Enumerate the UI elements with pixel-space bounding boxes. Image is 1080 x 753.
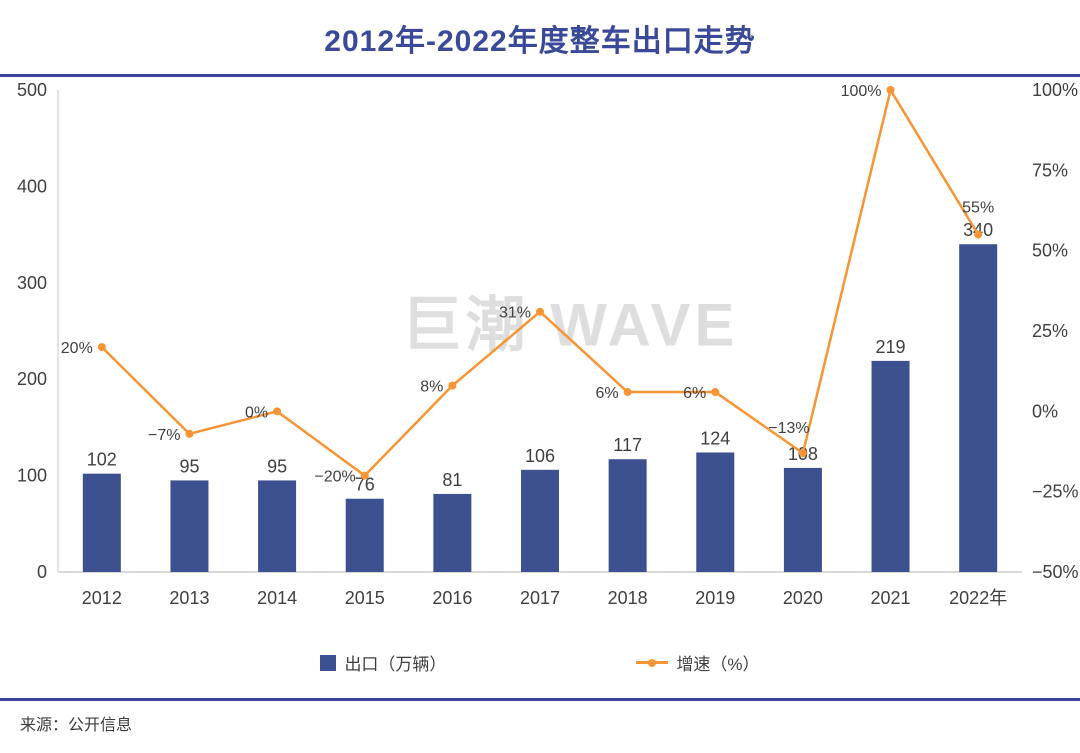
export-bar-2021 — [871, 360, 910, 572]
legend-growth-label: 增速（%） — [676, 655, 760, 674]
chart-title: 2012年-2022年度整车出口走势 — [324, 25, 756, 58]
growth-value-label: 8% — [420, 379, 443, 396]
right-axis-tick: 25% — [1032, 321, 1068, 341]
growth-value-label: 31% — [499, 305, 531, 322]
growth-point-2016 — [448, 381, 457, 390]
chart-legend: 出口（万辆） 增速（%） — [0, 650, 1080, 675]
growth-point-2018 — [623, 388, 632, 397]
growth-value-label: 6% — [683, 385, 706, 402]
growth-point-2019 — [711, 388, 720, 397]
legend-item-export: 出口（万辆） — [320, 650, 446, 675]
left-axis-tick: 0 — [37, 562, 47, 582]
x-axis-label: 2021 — [871, 588, 911, 608]
left-axis-tick: 500 — [17, 80, 47, 100]
x-axis-label: 2018 — [608, 588, 648, 608]
growth-point-2013 — [185, 429, 194, 438]
right-axis-tick: 100% — [1032, 80, 1078, 100]
bar-value-label: 102 — [87, 450, 117, 470]
growth-point-2017 — [536, 307, 544, 316]
export-bar-2012 — [82, 473, 121, 572]
source-note: 来源：公开信息 — [20, 717, 133, 734]
bar-value-label: 219 — [876, 337, 906, 357]
bar-value-label: 95 — [179, 456, 199, 476]
line-marker-icon — [636, 661, 669, 664]
growth-value-label: −13% — [768, 420, 809, 437]
export-bar-2019 — [696, 452, 735, 572]
legend-export-label: 出口（万辆） — [344, 655, 447, 674]
growth-point-2020 — [798, 449, 807, 458]
left-axis-tick: 200 — [17, 369, 47, 389]
growth-point-2012 — [97, 343, 106, 352]
bar-value-label: 124 — [700, 428, 730, 448]
export-bar-2018 — [608, 459, 647, 572]
top-divider — [0, 74, 1080, 77]
growth-point-2015 — [360, 471, 369, 480]
x-axis-label: 2014 — [257, 588, 297, 608]
growth-point-2021 — [886, 86, 895, 94]
x-axis-label: 2012 — [82, 588, 122, 608]
growth-value-label: 100% — [841, 83, 882, 100]
x-axis-label: 2017 — [520, 588, 560, 608]
export-bar-2022年 — [959, 244, 998, 573]
right-axis-tick: 75% — [1032, 160, 1068, 180]
x-axis-label: 2022年 — [949, 588, 1007, 608]
export-bar-2017 — [521, 469, 559, 572]
bar-value-label: 340 — [963, 220, 993, 240]
growth-value-label: 55% — [962, 200, 994, 217]
left-axis-tick: 400 — [17, 176, 47, 196]
right-axis-tick: −25% — [1032, 482, 1079, 502]
growth-value-label: −20% — [314, 469, 355, 486]
export-bar-2013 — [170, 480, 209, 572]
x-axis-label: 2019 — [695, 588, 735, 608]
x-axis-label: 2020 — [783, 588, 823, 608]
export-bar-2014 — [258, 480, 297, 572]
watermark: 巨潮 WAVE — [401, 291, 739, 359]
growth-point-2022年 — [974, 230, 983, 239]
growth-value-label: 0% — [245, 404, 268, 421]
x-axis-label: 2015 — [345, 588, 385, 608]
growth-line — [100, 88, 980, 477]
growth-value-label: 6% — [596, 385, 619, 402]
growth-value-label: −7% — [148, 427, 180, 444]
right-axis-tick: −50% — [1032, 562, 1079, 582]
export-bar-2015 — [345, 498, 384, 572]
bar-value-label: 117 — [613, 435, 642, 455]
right-axis-tick: 50% — [1032, 241, 1068, 261]
right-axis-tick: 0% — [1032, 401, 1058, 421]
bar-value-label: 76 — [355, 475, 375, 495]
bar-value-label: 95 — [267, 456, 287, 476]
x-axis-label: 2016 — [432, 588, 472, 608]
export-bar-2020 — [783, 467, 822, 572]
export-bar-2016 — [433, 493, 472, 572]
bar-swatch-icon — [320, 654, 337, 671]
bar-value-label: 81 — [442, 470, 462, 490]
bottom-divider — [0, 698, 1080, 701]
growth-value-label: 20% — [61, 340, 93, 357]
left-axis-tick: 100 — [17, 466, 47, 486]
x-axis-label: 2013 — [169, 588, 209, 608]
legend-item-growth: 增速（%） — [636, 650, 760, 675]
growth-point-2014 — [273, 407, 282, 416]
left-axis-tick: 300 — [17, 273, 47, 293]
bar-value-label: 106 — [525, 446, 555, 466]
